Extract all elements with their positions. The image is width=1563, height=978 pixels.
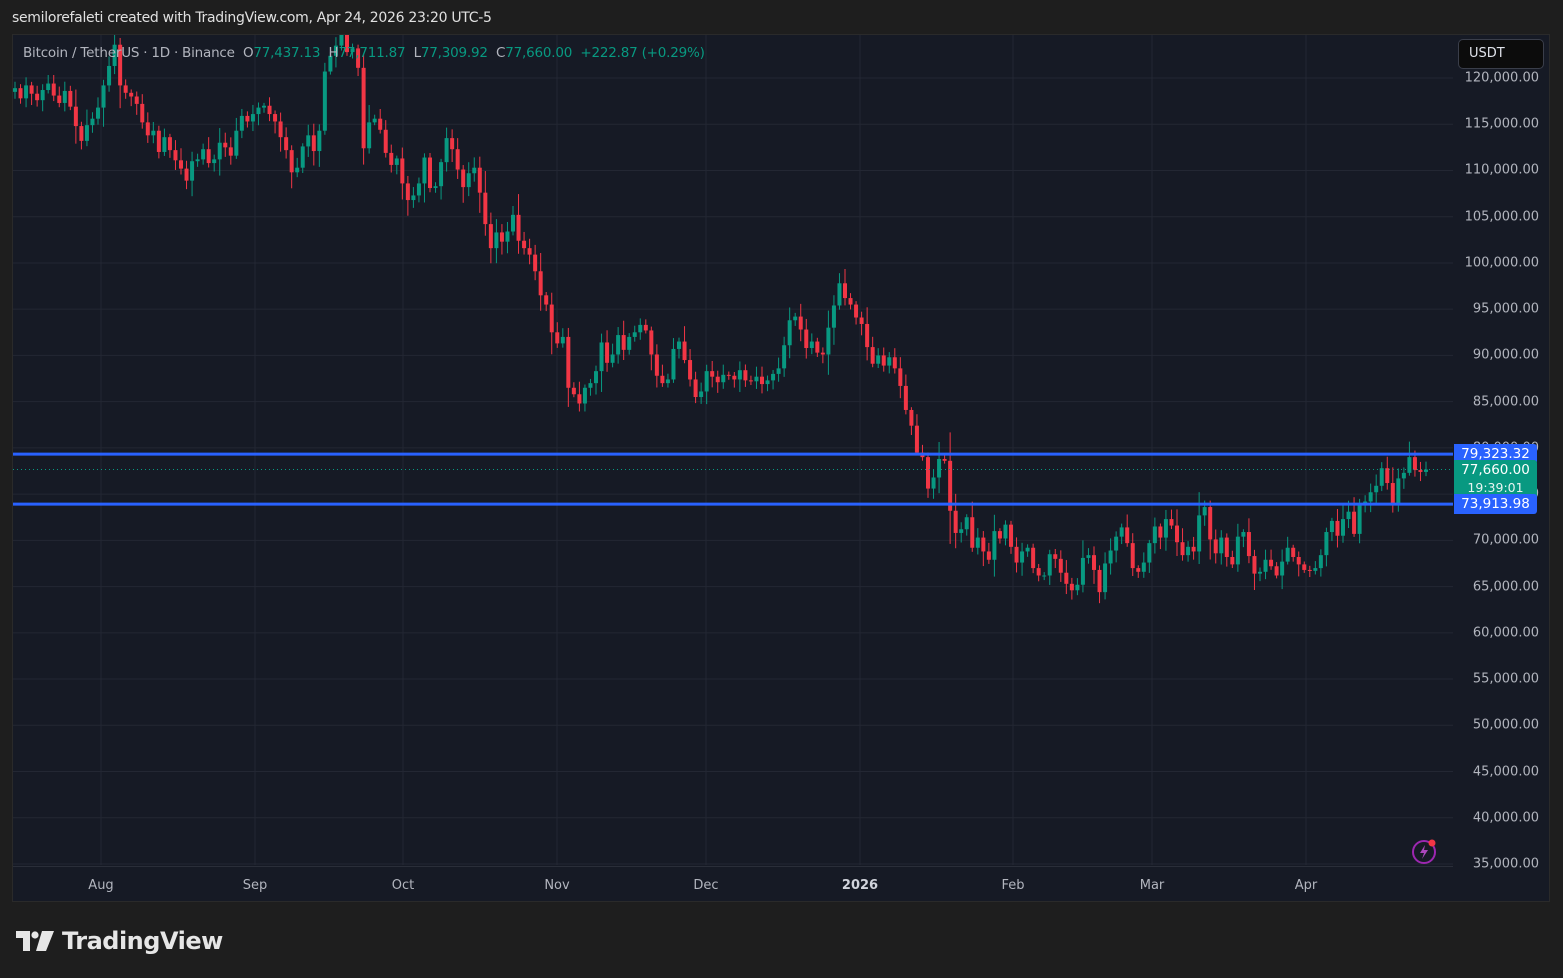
price-tick: 65,000.00 xyxy=(1472,579,1539,595)
time-tick: Nov xyxy=(544,878,570,893)
low-label: L xyxy=(413,45,422,61)
price-tick: 100,000.00 xyxy=(1464,255,1539,271)
price-tick: 60,000.00 xyxy=(1472,625,1539,641)
candlestick-chart[interactable] xyxy=(13,35,1453,865)
price-tick: 45,000.00 xyxy=(1472,764,1539,780)
current-price: 77,660.00 xyxy=(1461,461,1530,478)
close-value: 77,660.00 xyxy=(505,45,573,61)
price-tick: 85,000.00 xyxy=(1472,394,1539,410)
time-tick: Apr xyxy=(1294,878,1318,893)
price-chart-plot[interactable] xyxy=(13,35,1453,865)
price-tick: 110,000.00 xyxy=(1464,162,1539,178)
open-value: 77,437.13 xyxy=(253,45,321,61)
price-tick: 35,000.00 xyxy=(1472,856,1539,872)
time-tick: Sep xyxy=(242,878,268,893)
bar-countdown: 19:39:01 xyxy=(1467,479,1524,495)
currency-button[interactable]: USDT xyxy=(1458,39,1544,69)
time-tick: Aug xyxy=(88,878,114,893)
interval[interactable]: 1D xyxy=(151,45,170,61)
price-tick: 40,000.00 xyxy=(1472,810,1539,826)
price-tick: 90,000.00 xyxy=(1472,347,1539,363)
price-axis[interactable]: 120,000.00 115,000.00 110,000.00 105,000.00… xyxy=(1453,35,1549,872)
open-label: O xyxy=(242,45,254,61)
low-value: 77,309.92 xyxy=(420,45,488,61)
tradingview-logo-icon xyxy=(16,931,54,951)
time-tick: Oct xyxy=(391,878,415,893)
price-tick: 105,000.00 xyxy=(1464,209,1539,225)
high-label: H xyxy=(328,45,339,61)
support-price-label: 73,913.98 xyxy=(1454,494,1537,515)
price-tick: 95,000.00 xyxy=(1472,301,1539,317)
time-tick: Feb xyxy=(1001,878,1025,893)
symbol-name[interactable]: Bitcoin / TetherUS xyxy=(23,45,140,61)
price-tick: 120,000.00 xyxy=(1464,70,1539,86)
price-tick: 55,000.00 xyxy=(1472,671,1539,687)
close-label: C xyxy=(496,45,506,61)
change-value: +222.87 (+0.29%) xyxy=(580,45,705,61)
price-tick: 50,000.00 xyxy=(1472,717,1539,733)
current-price-label: 77,660.00 19:39:01 xyxy=(1454,459,1537,500)
time-tick: Mar xyxy=(1139,878,1165,893)
lightning-alert-icon[interactable] xyxy=(1411,838,1437,864)
logo-text: TradingView xyxy=(62,927,223,955)
exchange: Binance xyxy=(182,45,235,61)
price-tick: 115,000.00 xyxy=(1464,116,1539,132)
tradingview-logo[interactable]: TradingView xyxy=(16,926,223,956)
time-tick: Dec xyxy=(693,878,719,893)
symbol-legend: Bitcoin / TetherUS · 1D · Binance O77,437.13… xyxy=(23,45,705,61)
price-tick: 70,000.00 xyxy=(1472,532,1539,548)
time-axis[interactable]: Aug Sep Oct Nov Dec 2026 Feb Mar Apr xyxy=(13,866,1453,902)
resistance-price-label: 79,323.32 xyxy=(1454,444,1537,465)
time-tick: 2026 xyxy=(841,878,879,893)
chart-frame xyxy=(12,34,1550,902)
high-value: 77,711.87 xyxy=(338,45,406,61)
attribution-text: semilorefaleti created with TradingView.… xyxy=(12,10,492,26)
